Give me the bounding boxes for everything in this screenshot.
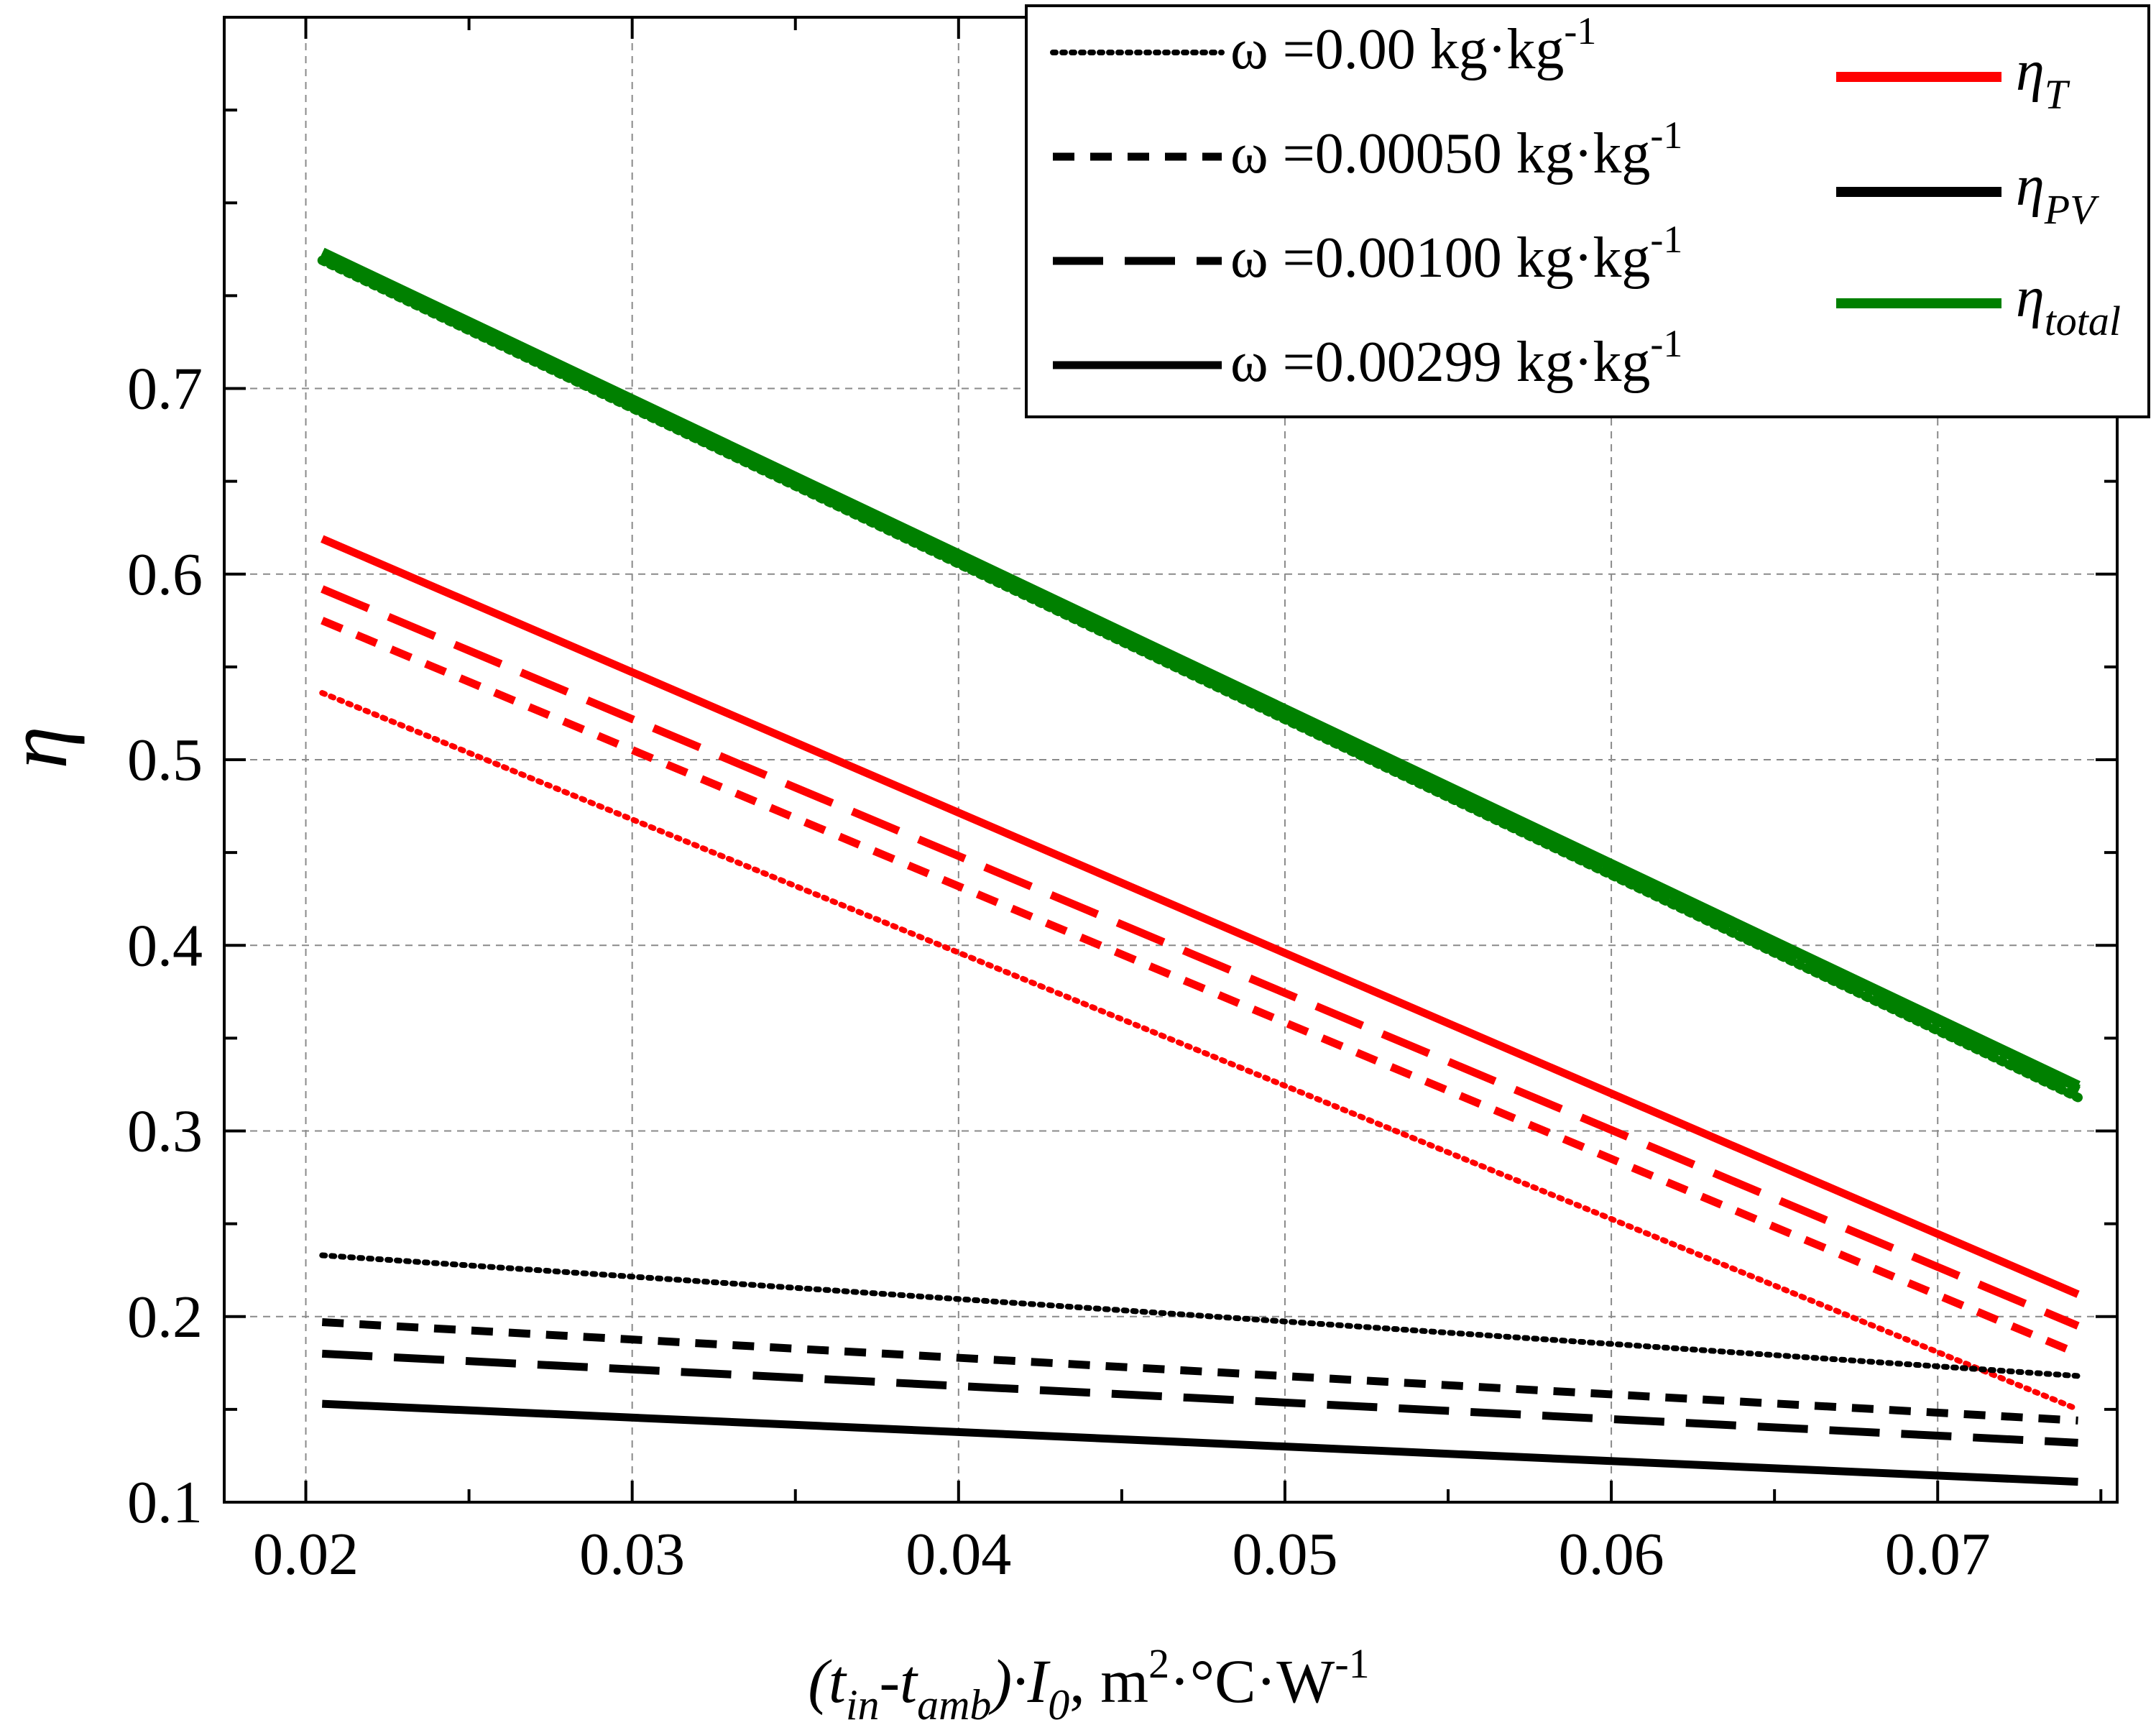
- series-line-5: [321, 1318, 2078, 1425]
- legend-omega-0: ω: [1230, 18, 1283, 81]
- legend-eta-sub-0: T: [2045, 71, 2070, 118]
- legend-value-2: =0.00100 kg·kg: [1283, 226, 1651, 290]
- legend-value-3: =0.00299 kg·kg: [1283, 331, 1651, 394]
- x-label-t: t: [829, 1647, 847, 1716]
- x-label-sup-neg1: -1: [1335, 1640, 1369, 1687]
- x-label-open: (: [808, 1647, 832, 1716]
- legend-value-1: =0.00050 kg·kg: [1283, 122, 1651, 185]
- x-tick-label-0: 0.02: [253, 1521, 359, 1588]
- x-tick-label-1: 0.03: [579, 1521, 685, 1588]
- x-label-sup-2: 2: [1148, 1640, 1169, 1687]
- series-line-3: [321, 535, 2080, 1298]
- x-label-unit-m: m: [1100, 1647, 1148, 1716]
- legend-omega-1: ω: [1230, 122, 1283, 185]
- legend-eta-sub-1: PV: [2044, 186, 2100, 233]
- y-tick-label-1: 0.2: [127, 1284, 203, 1351]
- y-axis-label: η: [0, 726, 85, 769]
- x-label-comma: ,: [1069, 1647, 1100, 1716]
- series-line-1: [321, 617, 2080, 1358]
- legend-eta-1: η: [2016, 155, 2045, 218]
- x-tick-label-2: 0.04: [906, 1521, 1011, 1588]
- y-tick-label-2: 0.3: [127, 1098, 203, 1165]
- legend-value-0: =0.00 kg·kg: [1283, 18, 1565, 81]
- legend-eta-2: η: [2016, 266, 2045, 329]
- legend-eta-0: η: [2016, 40, 2045, 103]
- x-label-minus-t: -t: [880, 1647, 919, 1716]
- series-line-11: [319, 247, 2081, 1092]
- series-line-4: [319, 1252, 2081, 1379]
- x-label-unit-rest: ·°C·W: [1169, 1647, 1335, 1716]
- legend-left-group: ω =0.00 kg·kg-1ω =0.00050 kg·kg-1ω =0.00…: [1050, 9, 1682, 394]
- x-tick-label-5: 0.07: [1885, 1521, 1991, 1588]
- legend-label-3: ω =0.00299 kg·kg-1: [1230, 322, 1682, 394]
- series-lines: [317, 247, 2083, 1486]
- legend-sup-0: -1: [1564, 9, 1596, 52]
- legend-label-0: ω =0.00 kg·kg-1: [1230, 9, 1596, 81]
- y-tick-label-4: 0.5: [127, 727, 203, 794]
- x-tick-label-3: 0.05: [1232, 1521, 1337, 1588]
- legend-sup-3: -1: [1650, 322, 1682, 365]
- series-line-2: [321, 585, 2080, 1330]
- legend-right-label-0: ηT: [2016, 40, 2070, 118]
- x-axis-label: (tin-tamb)·I0, m2·°C·W-1: [808, 1640, 1369, 1725]
- x-label-sub-0: 0: [1048, 1681, 1069, 1725]
- y-tick-label-0: 0.1: [127, 1469, 203, 1536]
- x-label-sub-in: in: [846, 1681, 880, 1725]
- legend-omega-3: ω: [1230, 331, 1283, 394]
- legend-sup-2: -1: [1650, 218, 1682, 261]
- legend: ω =0.00 kg·kg-1ω =0.00050 kg·kg-1ω =0.00…: [1025, 4, 2150, 418]
- series-line-6: [321, 1349, 2078, 1447]
- legend-omega-2: ω: [1230, 226, 1283, 290]
- series-line-0: [319, 690, 2081, 1412]
- legend-sup-1: -1: [1650, 114, 1682, 157]
- series-line-7: [321, 1399, 2078, 1486]
- legend-label-2: ω =0.00100 kg·kg-1: [1230, 218, 1682, 290]
- x-label-sub-amb: amb: [917, 1681, 991, 1725]
- legend-eta-sub-2: total: [2045, 298, 2121, 344]
- legend-right-label-2: ηtotal: [2016, 266, 2121, 344]
- y-tick-label-5: 0.6: [127, 541, 203, 608]
- axes: 0.02 0.03 0.04 0.05 0.06 0.07 0.1 0.2 0.3 0.4 0.5 0…: [127, 16, 2119, 1588]
- x-label-close: )·I: [987, 1647, 1050, 1716]
- y-tick-label-6: 0.7: [127, 356, 203, 423]
- legend-label-1: ω =0.00050 kg·kg-1: [1230, 114, 1682, 185]
- x-tick-label-4: 0.06: [1559, 1521, 1664, 1588]
- legend-right-label-1: ηPV: [2016, 155, 2100, 233]
- y-tick-label-3: 0.4: [127, 912, 203, 979]
